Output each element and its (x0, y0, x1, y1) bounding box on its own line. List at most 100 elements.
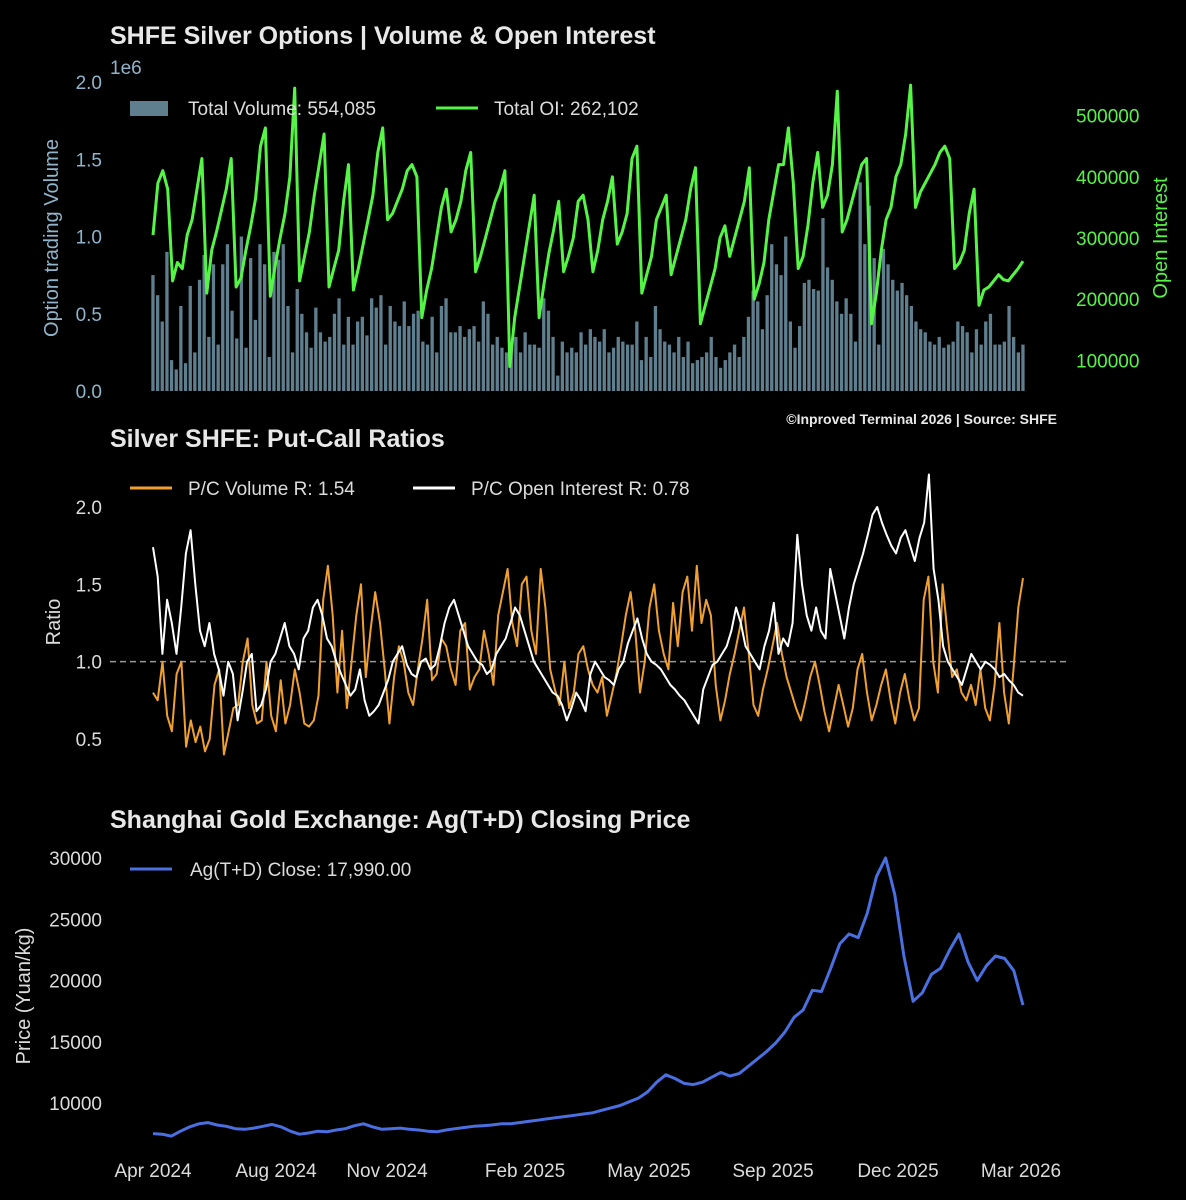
volume-bar (239, 236, 243, 391)
volume-bar (905, 295, 909, 391)
volume-bar (909, 306, 913, 391)
volume-bar (374, 307, 378, 391)
legend-volume-label: Total Volume: 554,085 (188, 99, 376, 120)
volume-bar (486, 313, 490, 392)
volume-bar (183, 363, 188, 391)
date-xtick-4: May 2025 (607, 1161, 690, 1182)
volume-bars (151, 182, 1025, 392)
volume-bar (1002, 341, 1006, 391)
volume-bar (746, 316, 751, 391)
volume-bar (225, 244, 230, 391)
volume-bar (444, 298, 448, 391)
volume-bar (556, 375, 560, 391)
volume-bar (653, 306, 658, 391)
volume-bar (263, 264, 267, 391)
volume-bar (649, 357, 653, 391)
date-xtick-1: Aug 2024 (235, 1161, 317, 1182)
volume-bar (839, 313, 844, 392)
volume-bar (546, 310, 551, 391)
legend-price-label: Ag(T+D) Close: 17,990.00 (190, 860, 411, 881)
volume-bar (886, 264, 890, 391)
volume-bar (384, 344, 388, 391)
price-ytick-4: 30000 (49, 849, 102, 870)
price-ylabel: Price (Yuan/kg) (13, 928, 35, 1065)
oi-ytick-4: 500000 (1076, 107, 1139, 128)
credit-text: ©Inproved Terminal 2026 | Source: SHFE (786, 411, 1057, 427)
volume-bar (700, 357, 704, 391)
volume-ytick-3: 1.5 (76, 150, 102, 171)
volume-bar (235, 338, 239, 391)
volume-bar (942, 347, 946, 391)
volume-bar (946, 344, 951, 391)
volume-bar (798, 326, 802, 391)
volume-ytick-4: 2.0 (76, 73, 102, 94)
price-panel: Shanghai Gold Exchange: Ag(T+D) Closing … (13, 806, 1061, 1182)
volume-bar (770, 244, 774, 391)
volume-bar (914, 321, 918, 391)
volume-bar (718, 367, 723, 391)
volume-bar (695, 360, 699, 391)
volume-bar (965, 332, 969, 391)
volume-bar (607, 352, 611, 391)
price-ytick-3: 25000 (49, 910, 102, 931)
volume-ytick-2: 1.0 (76, 228, 102, 249)
volume-bar (900, 282, 904, 391)
volume-bar (309, 347, 313, 391)
volume-bar (937, 336, 941, 391)
volume-bar (295, 289, 299, 391)
volume-bar (397, 326, 402, 391)
volume-bar (477, 341, 481, 391)
volume-bar (635, 321, 639, 391)
volume-bar (332, 313, 337, 392)
volume-bar (518, 352, 523, 391)
volume-bar (742, 336, 746, 391)
volume-bar (756, 301, 760, 391)
legend-volume-swatch (130, 101, 168, 116)
volume-bar (616, 336, 620, 391)
date-xtick-7: Mar 2026 (981, 1161, 1061, 1182)
volume-bar (593, 336, 597, 391)
volume-bar (774, 264, 779, 391)
volume-bar (760, 329, 765, 391)
volume-bar (598, 341, 602, 391)
volume-bar (584, 344, 588, 391)
volume-bar (784, 236, 788, 391)
volume-bar (342, 344, 346, 391)
volume-bar (491, 344, 495, 391)
volume-bar (230, 310, 234, 391)
volume-bar (467, 329, 471, 391)
volume-bar (560, 341, 564, 391)
volume-bar (825, 267, 830, 391)
volume-bar (337, 298, 341, 391)
volume-bar (891, 279, 895, 391)
volume-bar (835, 301, 839, 391)
volume-bar (272, 251, 276, 391)
oi-ytick-1: 200000 (1076, 290, 1139, 311)
volume-bar (202, 255, 206, 391)
volume-bar (788, 321, 792, 391)
volume-bar (625, 344, 630, 391)
volume-bar (960, 326, 965, 391)
price-ytick-1: 15000 (49, 1033, 102, 1054)
volume-bar (258, 244, 262, 391)
volume-bar (304, 332, 309, 391)
volume-bar (588, 329, 592, 391)
price-line (152, 856, 1025, 1138)
volume-bar (523, 332, 527, 391)
volume-bar (281, 244, 285, 391)
volume-bar (863, 244, 867, 391)
volume-bar (207, 336, 211, 391)
volume-bar (188, 285, 192, 391)
volume-bar (579, 332, 583, 391)
volume-bar (988, 313, 993, 392)
volume-bar (881, 248, 886, 391)
volume-bar (765, 295, 769, 391)
volume-bar (542, 298, 546, 391)
volume-bar (463, 336, 467, 391)
oi-ytick-3: 400000 (1076, 168, 1139, 189)
legend-oi-label: Total OI: 262,102 (494, 99, 639, 120)
legend-pc-volume-label: P/C Volume R: 1.54 (188, 479, 355, 500)
volume-bar (793, 347, 797, 391)
volume-bar (877, 344, 881, 391)
volume-bar (458, 326, 462, 391)
